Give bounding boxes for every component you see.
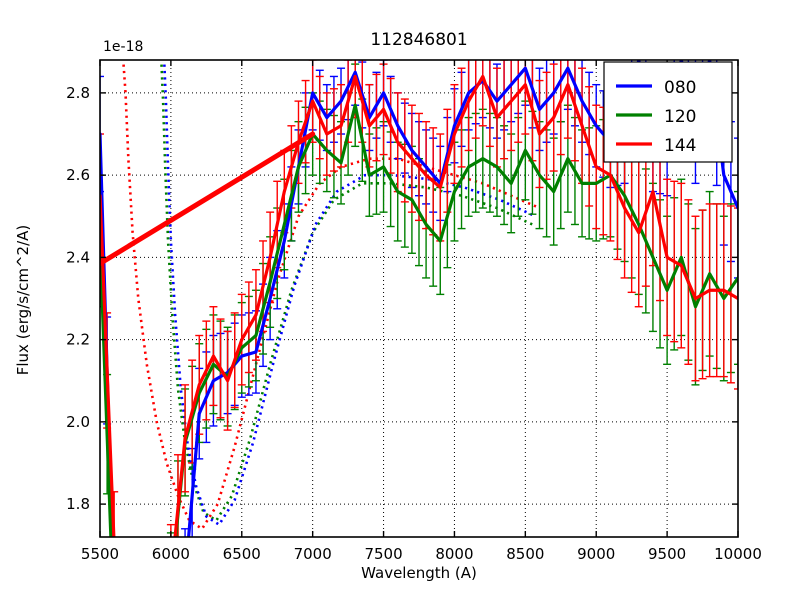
- x-tick-label: 5500: [81, 545, 119, 563]
- tick-labels: 5500 6000 6500 7000 7500 8000 8500 9000 9500 1000…: [66, 84, 762, 563]
- y-tick-label: 2.0: [66, 413, 90, 431]
- legend[interactable]: 080 120 144: [603, 61, 733, 163]
- continuum-fit-120: [160, 60, 533, 523]
- y-axis-offset-text: 1e-18: [103, 39, 143, 55]
- x-tick-label: 6000: [152, 545, 190, 563]
- x-tick-label: 8500: [506, 545, 544, 563]
- x-tick-label: 7500: [364, 545, 402, 563]
- x-tick-label: 6500: [223, 545, 261, 563]
- x-tick-label: 9500: [648, 545, 686, 563]
- x-tick-label: 7000: [294, 545, 332, 563]
- y-tick-label: 2.6: [66, 166, 90, 184]
- y-tick-label: 2.4: [66, 248, 90, 266]
- linear-fit-144: [100, 131, 316, 267]
- x-tick-label: 10000: [714, 545, 762, 563]
- y-tick-label: 2.2: [66, 331, 90, 349]
- legend-label: 144: [664, 136, 696, 156]
- x-tick-label: 8000: [435, 545, 473, 563]
- y-tick-label: 2.8: [66, 84, 90, 102]
- legend-label: 080: [664, 78, 696, 98]
- plot-frame: [99, 59, 739, 538]
- y-tick-label: 1.8: [66, 495, 90, 513]
- x-axis-label: Wavelength (A): [361, 564, 477, 582]
- y-axis-label: Flux (erg/s/cm^2/A): [14, 225, 32, 376]
- series-line-120: [100, 103, 738, 537]
- page-title: 112846801: [370, 30, 467, 50]
- legend-label: 120: [664, 107, 696, 127]
- axes-frame: [99, 59, 739, 538]
- series-line-144: [100, 74, 738, 537]
- x-tick-label: 9000: [577, 545, 615, 563]
